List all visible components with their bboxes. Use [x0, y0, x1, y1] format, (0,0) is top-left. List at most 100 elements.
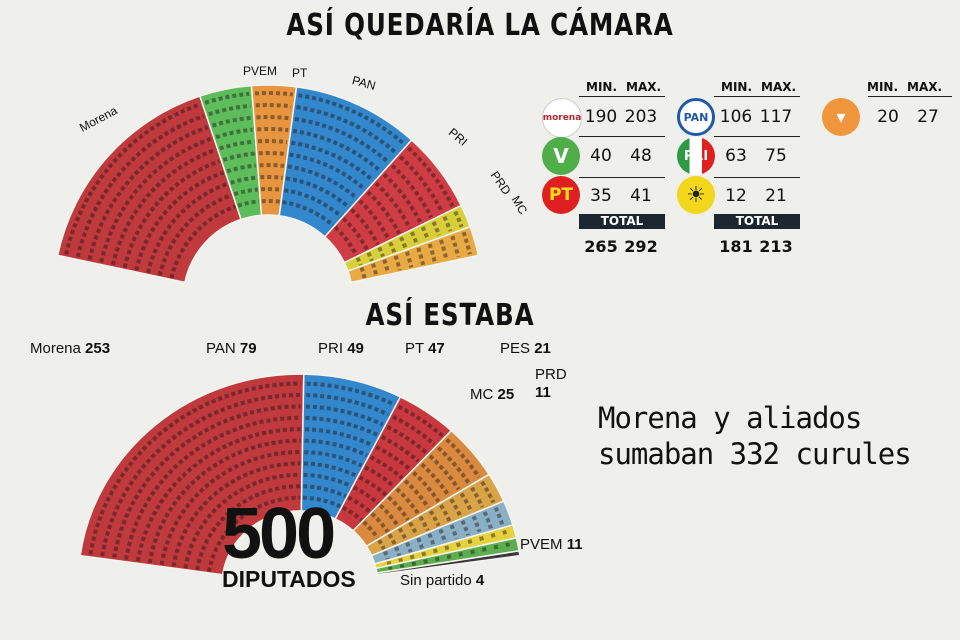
bottom-seat-row: [439, 504, 452, 522]
top-seat-row: [289, 152, 367, 191]
bottom-seat-row: [147, 438, 301, 564]
top-seat-row: [211, 115, 252, 128]
bottom-seat-row: [387, 566, 393, 571]
top-seat-row: [230, 175, 258, 185]
bottom-seat-row: [397, 527, 408, 541]
top-seat-row: [355, 256, 363, 266]
note-line-1: Morena y aliados: [598, 401, 862, 435]
top-seat-row: [233, 187, 259, 197]
bottom-seat-row: [124, 415, 301, 560]
bottom-seat-row: [481, 547, 488, 555]
bottom-seat-row: [480, 480, 496, 504]
top-seat-row: [409, 231, 419, 245]
bottom-seat-row: [88, 381, 301, 555]
top-seat-row: [260, 187, 282, 192]
top-sector-mc: [346, 225, 480, 284]
label-sin-partido: Sin partido 4: [400, 572, 485, 589]
bottom-seat-row: [471, 515, 482, 533]
morena-max: 203: [624, 107, 658, 127]
bottom-seat-row: [455, 542, 462, 549]
mc-min: 20: [877, 107, 899, 127]
bottom-seat-row: [421, 551, 427, 557]
top-seat-row: [204, 91, 250, 105]
bottom-seat-row: [135, 427, 301, 562]
top-seat-row: [382, 259, 390, 274]
bottom-seat-row: [467, 539, 473, 546]
bottom-seat-row: [460, 519, 470, 536]
top-seat-row: [431, 221, 442, 236]
bottom-seat-row: [412, 471, 441, 503]
pt-min: 35: [590, 186, 612, 206]
top-seat-row: [157, 193, 233, 276]
title-top: ASÍ QUEDARÍA LA CÁMARA: [286, 8, 674, 43]
top-seat-row: [388, 241, 397, 253]
top-seat-row: [292, 128, 382, 173]
bottom-seat-row: [207, 495, 301, 572]
label-mc: MC 25: [470, 386, 515, 403]
bottom-seat-row: [112, 404, 301, 559]
bottom-seat-row: [305, 415, 379, 437]
top-seat-row: [215, 127, 253, 139]
note-line-2: sumaban 332 curules: [598, 437, 912, 471]
pri-logo-icon: PRI: [677, 137, 715, 175]
label-pri: PRI 49: [318, 340, 364, 357]
total-label: TOTAL: [714, 214, 800, 229]
bottom-seat-row: [364, 465, 396, 488]
top-seat-row: [285, 176, 351, 209]
label-pt: PT 47: [405, 340, 445, 357]
bottom-seat-row: [352, 485, 380, 505]
bottom-seat-row: [437, 446, 471, 485]
bottom-sector-sin-partido: [376, 550, 521, 576]
top-seat-row: [298, 93, 406, 146]
bottom-seat-row: [416, 537, 425, 550]
pt-max: 41: [630, 186, 652, 206]
top-seat-row: [294, 116, 390, 164]
label-morena: Morena 253: [30, 340, 111, 357]
bottom-seat-row: [502, 529, 508, 538]
top-seat-row: [416, 247, 425, 266]
pri-max: 75: [765, 146, 787, 166]
top-seat-row: [290, 140, 374, 182]
bottom-seat-row: [398, 557, 403, 563]
bottom-seat-row: [493, 544, 499, 553]
top-seat-row: [390, 164, 434, 219]
label-pvem-top: PVEM: [243, 64, 278, 78]
bottom-seat-row: [370, 512, 390, 534]
top-seat-row: [237, 199, 260, 208]
title-bottom: ASÍ ESTABA: [365, 298, 535, 333]
bottom-seat-row: [505, 542, 511, 551]
mc-logo-icon: ▾: [822, 98, 860, 136]
top-seat-row: [258, 151, 286, 157]
morena-logo-icon: morena: [542, 98, 582, 138]
label-pan: PAN 79: [206, 340, 257, 357]
bottom-seat-row: [171, 461, 301, 567]
bottom-seat-row: [383, 550, 390, 560]
min-header: MIN.: [586, 80, 618, 94]
prd-max: 21: [765, 186, 787, 206]
top-sector-morena: [56, 95, 243, 284]
bottom-seat-row: [387, 495, 410, 521]
pvem-max: 48: [630, 146, 652, 166]
min-header: MIN.: [867, 80, 899, 94]
bottom-seat-row: [304, 450, 363, 468]
bottom-seat-row: [482, 511, 493, 530]
bottom-seat-row: [392, 414, 436, 446]
bottom-seat-row: [418, 515, 430, 532]
total-min-1: 265: [584, 237, 618, 256]
bottom-seat-row: [100, 393, 301, 557]
pri-min: 63: [725, 146, 747, 166]
top-seat-row: [450, 235, 461, 258]
top-seat-row: [399, 236, 408, 249]
pan-logo-icon: PAN: [677, 98, 715, 136]
bottom-seat-row: [432, 548, 438, 554]
top-seat-row: [350, 208, 380, 246]
bottom-seat-row: [306, 393, 389, 417]
top-seat-row: [99, 136, 213, 263]
bottom-seat-row: [304, 438, 368, 458]
label-prd: PRD 11: [535, 366, 567, 401]
total-seats: 500: [222, 494, 336, 574]
label-pvem: PVEM 11: [520, 536, 583, 553]
bottom-seat-row: [347, 495, 372, 514]
top-seat-row: [420, 226, 430, 241]
top-seat-row: [427, 243, 437, 263]
